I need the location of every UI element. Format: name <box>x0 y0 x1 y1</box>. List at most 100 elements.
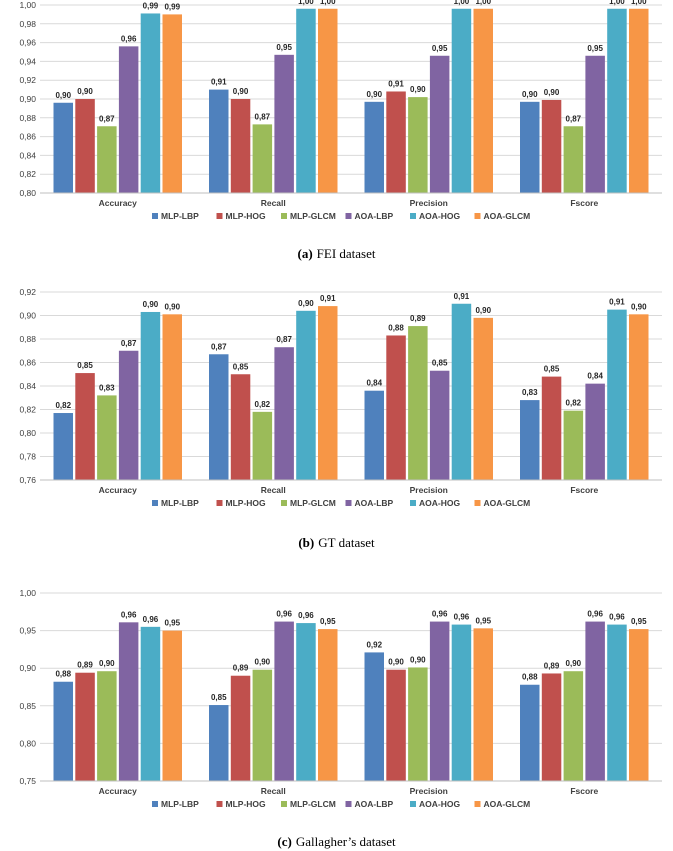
bar-chart-gallagher: 0,75 0,80 0,85 0,90 0,95 1,00 0,88 0,89 0,90 0,96… <box>19 588 662 809</box>
data-label: 0,90 <box>298 299 314 308</box>
bar <box>230 374 251 480</box>
data-label: 0,90 <box>99 659 115 668</box>
bar-chart-gt: 0,76 0,78 0,80 0,82 0,84 0,86 0,88 0,90 0,92 0,82… <box>19 287 662 508</box>
data-label: 0,85 <box>211 693 227 702</box>
bar <box>75 672 95 781</box>
legend-label: AOA-GLCM <box>484 799 531 809</box>
data-label: 0,96 <box>143 615 159 624</box>
x-category-label: Accuracy <box>99 198 138 208</box>
bar <box>585 621 605 781</box>
caption-fei: (a) FEI dataset <box>0 246 673 262</box>
bar <box>97 126 117 193</box>
bar <box>140 626 161 781</box>
bar <box>318 306 338 480</box>
bar <box>274 621 294 781</box>
legend-swatch <box>281 500 287 506</box>
data-label: 0,89 <box>544 661 560 670</box>
x-category-label: Precision <box>410 485 448 495</box>
chart-panel-gallagher: 0,75 0,80 0,85 0,90 0,95 1,00 0,88 0,89 0,90 0,96… <box>0 588 673 816</box>
bar <box>318 629 338 781</box>
y-tick-label: 0,94 <box>19 56 36 66</box>
bar <box>473 628 493 781</box>
x-category-label: Fscore <box>570 786 598 796</box>
y-tick-label: 0,95 <box>19 626 36 636</box>
data-label: 0,96 <box>276 610 292 619</box>
y-tick-label: 0,98 <box>19 19 36 29</box>
y-tick-label: 0,90 <box>19 94 36 104</box>
legend-label: AOA-LBP <box>355 211 394 221</box>
bar <box>607 624 627 781</box>
data-label: 0,95 <box>320 617 336 626</box>
data-label: 0,95 <box>587 44 603 53</box>
data-label: 0,90 <box>143 300 159 309</box>
bar <box>607 309 627 480</box>
legend-label: MLP-HOG <box>226 211 267 221</box>
y-tick-label: 0,86 <box>19 132 36 142</box>
y-tick-label: 0,78 <box>19 452 36 462</box>
data-label: 1,00 <box>631 0 647 6</box>
bar <box>140 311 161 480</box>
bar <box>408 326 428 480</box>
bar <box>408 667 428 781</box>
bar-chart-fei: 0,80 0,82 0,84 0,86 0,88 0,90 0,92 0,94 0,96 0,98… <box>19 0 662 221</box>
data-label: 0,88 <box>388 323 404 332</box>
legend-label: AOA-HOG <box>419 498 460 508</box>
data-label: 1,00 <box>320 0 336 6</box>
bar <box>75 99 95 193</box>
x-category-label: Fscore <box>570 198 598 208</box>
legend-label: MLP-LBP <box>161 211 199 221</box>
legend-label: AOA-HOG <box>419 211 460 221</box>
caption-text: GT dataset <box>318 535 375 550</box>
data-label: 0,96 <box>609 613 625 622</box>
caption-gt: (b) GT dataset <box>0 535 673 551</box>
bar <box>252 411 273 480</box>
data-label: 0,95 <box>631 617 647 626</box>
x-category-label: Recall <box>261 485 286 495</box>
legend-label: AOA-LBP <box>355 498 394 508</box>
bar <box>451 8 472 194</box>
bar <box>541 99 562 193</box>
legend-label: AOA-GLCM <box>484 211 531 221</box>
y-tick-label: 0,76 <box>19 475 36 485</box>
data-label: 0,91 <box>320 294 336 303</box>
bar <box>451 303 472 480</box>
data-label: 0,90 <box>164 302 180 311</box>
legend-swatch <box>474 500 481 506</box>
data-label: 0,82 <box>566 399 582 408</box>
data-label: 1,00 <box>454 0 470 6</box>
bar <box>296 8 316 194</box>
bar <box>473 8 493 194</box>
legend-label: MLP-HOG <box>226 498 267 508</box>
bar <box>429 55 450 194</box>
data-label: 0,83 <box>99 383 115 392</box>
data-label: 0,82 <box>255 400 271 409</box>
bar <box>364 101 384 193</box>
data-label: 0,90 <box>255 658 271 667</box>
data-label: 0,84 <box>366 379 382 388</box>
data-label: 0,82 <box>55 401 71 410</box>
data-label: 0,89 <box>77 661 93 670</box>
y-tick-label: 0,84 <box>19 150 36 160</box>
bar <box>53 681 73 781</box>
data-label: 0,87 <box>211 342 227 351</box>
x-category-label: Recall <box>261 198 286 208</box>
y-tick-label: 0,82 <box>19 169 36 179</box>
bar <box>296 623 316 781</box>
y-tick-label: 0,90 <box>19 311 36 321</box>
caption-gallagher: (c) Gallagher’s dataset <box>0 834 673 850</box>
data-label: 0,88 <box>522 673 538 682</box>
y-tick-label: 1,00 <box>19 0 36 10</box>
y-tick-label: 0,88 <box>19 334 36 344</box>
data-label: 0,96 <box>432 610 448 619</box>
bar <box>520 400 540 480</box>
legend-swatch <box>216 801 223 807</box>
data-label: 0,95 <box>164 619 180 628</box>
bar <box>318 8 338 194</box>
legend-swatch <box>474 213 481 219</box>
data-label: 0,90 <box>410 85 426 94</box>
bar <box>386 669 406 781</box>
legend-swatch <box>281 801 287 807</box>
legend-label: MLP-GLCM <box>290 799 336 809</box>
bar <box>563 671 584 781</box>
data-label: 0,83 <box>522 388 538 397</box>
